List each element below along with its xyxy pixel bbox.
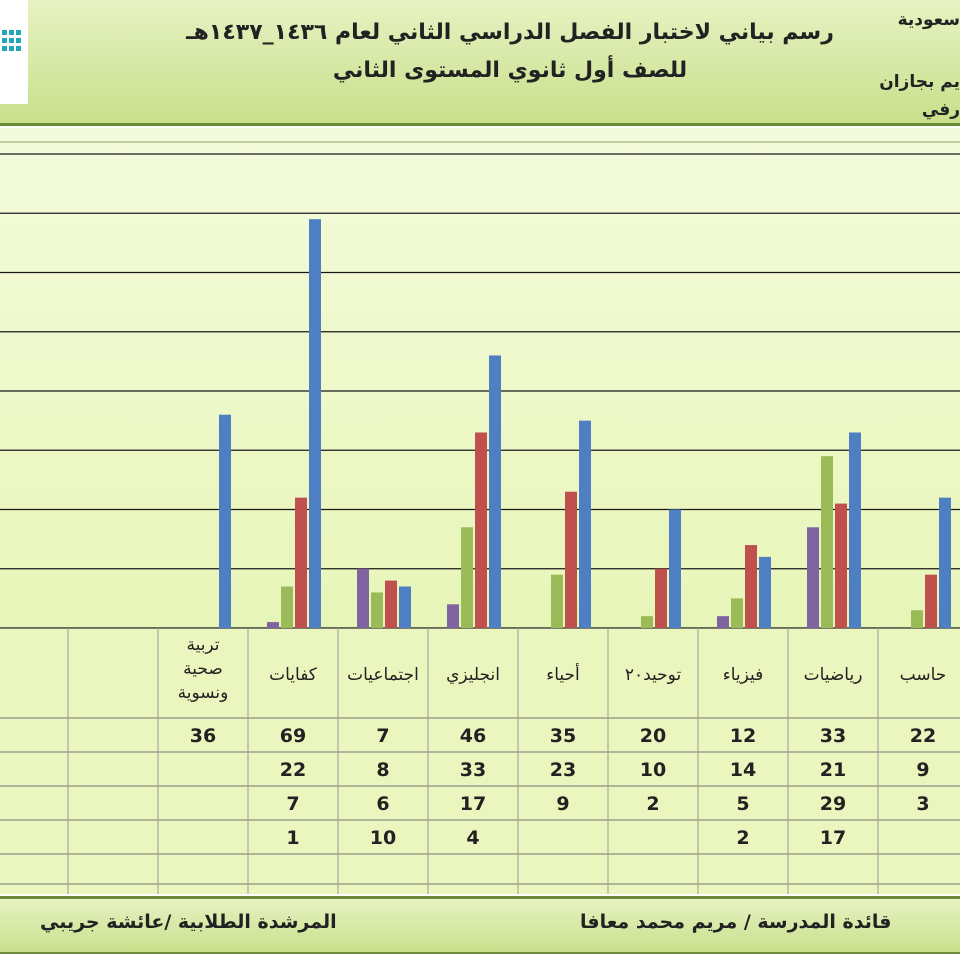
bar-s4-c6 [447,604,459,628]
bar-s2-c1 [925,574,937,628]
bar-s4-c3 [717,616,729,628]
bar-s1-c3 [759,556,771,628]
bar-s4-c7 [357,568,369,628]
chart-subtitle: للصف أول ثانوي المستوى الثاني [332,58,688,83]
category-label: اجتماعيات [347,665,419,685]
table-value: 17 [820,827,846,849]
bar-s3-c5 [551,574,563,628]
bar-s1-c2 [849,432,861,628]
bar-s3-c1 [911,610,923,628]
table-value: 4 [466,827,479,849]
category-label: حاسب [900,665,947,685]
table-value: 5 [736,793,749,815]
bar-s3-c7 [371,592,383,628]
bar-s3-c8 [281,586,293,628]
bar-s2-c6 [475,432,487,628]
table-value: 12 [730,725,756,747]
category-label: رياضيات [804,665,863,685]
bar-s1-c6 [489,355,501,628]
bar-s1-c5 [579,420,591,628]
category-label: صحية [183,659,223,679]
bar-s2-c8 [295,497,307,628]
counselor-signature: المرشدة الطلابية /عائشة جريبي [40,911,337,933]
bar-s2-c2 [835,503,847,628]
header-side-text-middle: يم بجازان [879,72,960,92]
table-value: 36 [190,725,216,747]
table-value: 7 [376,725,389,747]
signature-footer: قائدة المدرسة / مريم محمد معافا المرشدة … [0,896,960,954]
table-value: 8 [376,759,389,781]
bar-chart [0,128,960,628]
table-value: 22 [910,725,936,747]
bar-s2-c3 [745,545,757,628]
table-value: 23 [550,759,576,781]
bar-s2-c5 [565,491,577,628]
table-value: 2 [736,827,749,849]
category-label: ونسوية [178,683,229,703]
ministry-logo [0,0,28,104]
table-value: 7 [286,793,299,815]
bar-s2-c4 [655,568,667,628]
chart-header: رسم بياني لاختبار الفصل الدراسي الثاني ل… [0,0,960,126]
table-background [0,628,960,894]
bar-s3-c4 [641,616,653,628]
table-value: 33 [820,725,846,747]
table-value: 29 [820,793,846,815]
table-value: 9 [556,793,569,815]
table-value: 46 [460,725,486,747]
table-value: 2 [646,793,659,815]
category-label: فيزياء [723,665,764,685]
bar-s4-c2 [807,527,819,628]
table-value: 69 [280,725,306,747]
category-label: توحيد٢٠ [625,665,682,685]
table-value: 3 [916,793,929,815]
bar-s1-c8 [309,219,321,628]
header-side-text-top: سعودية [897,10,960,30]
bar-s3-c3 [731,598,743,628]
bar-s3-c6 [461,527,473,628]
table-value: 6 [376,793,389,815]
bar-s2-c7 [385,580,397,628]
category-label: تربية [186,635,219,655]
bar-s4-c8 [267,622,279,628]
bar-s1-c9 [219,414,231,628]
category-label: كفايات [269,665,318,685]
data-table: حاسب رياضيات فيزياء توحيد٢٠ أحياء انجليزي اجتم… [0,628,960,894]
table-value: 14 [730,759,756,781]
table-value: 22 [280,759,306,781]
header-side-text-bottom: رفي [921,100,960,120]
bar-s1-c1 [939,497,951,628]
bar-s3-c2 [821,456,833,628]
table-value: 1 [286,827,299,849]
bar-s1-c4 [669,509,681,628]
table-value: 35 [550,725,576,747]
table-value: 9 [916,759,929,781]
category-label: انجليزي [446,665,500,685]
chart-title: رسم بياني لاختبار الفصل الدراسي الثاني ل… [186,20,834,45]
table-value: 33 [460,759,486,781]
table-value: 17 [460,793,486,815]
table-value: 10 [370,827,396,849]
table-value: 20 [640,725,666,747]
category-label: أحياء [546,663,580,685]
bar-s1-c7 [399,586,411,628]
principal-signature: قائدة المدرسة / مريم محمد معافا [580,911,892,933]
table-value: 10 [640,759,666,781]
table-value: 21 [820,759,846,781]
